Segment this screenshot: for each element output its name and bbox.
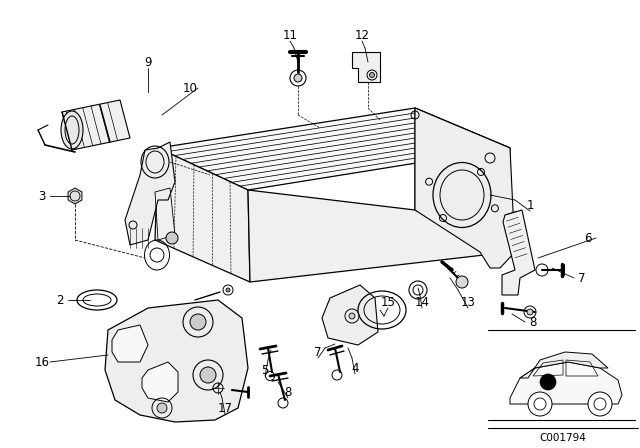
Text: 8: 8 <box>284 385 292 399</box>
Polygon shape <box>520 352 608 378</box>
Text: 17: 17 <box>218 401 232 414</box>
Polygon shape <box>105 300 248 422</box>
Text: 1: 1 <box>526 198 534 211</box>
Polygon shape <box>62 100 130 150</box>
Text: 12: 12 <box>355 29 369 42</box>
Polygon shape <box>158 108 510 190</box>
Polygon shape <box>502 210 535 295</box>
Text: 4: 4 <box>351 362 359 375</box>
Circle shape <box>456 276 468 288</box>
Text: 3: 3 <box>38 190 45 202</box>
Text: 2: 2 <box>56 293 64 306</box>
Text: 10: 10 <box>182 82 197 95</box>
Polygon shape <box>68 188 82 204</box>
Circle shape <box>527 309 533 315</box>
Text: 6: 6 <box>584 232 592 245</box>
Text: 9: 9 <box>144 56 152 69</box>
Polygon shape <box>415 108 515 268</box>
Text: 11: 11 <box>282 29 298 42</box>
Polygon shape <box>248 190 510 282</box>
Polygon shape <box>155 148 250 282</box>
Text: 5: 5 <box>261 363 269 376</box>
Circle shape <box>226 288 230 292</box>
Text: 15: 15 <box>381 296 396 309</box>
Text: C001794: C001794 <box>540 433 586 443</box>
Ellipse shape <box>61 111 83 149</box>
Polygon shape <box>112 325 148 362</box>
Circle shape <box>540 374 556 390</box>
Circle shape <box>588 392 612 416</box>
Text: 13: 13 <box>461 296 476 309</box>
Polygon shape <box>142 362 178 402</box>
Circle shape <box>157 403 167 413</box>
Circle shape <box>294 74 302 82</box>
Text: 8: 8 <box>529 315 537 328</box>
Circle shape <box>349 313 355 319</box>
Polygon shape <box>322 285 378 345</box>
Circle shape <box>190 314 206 330</box>
Polygon shape <box>125 142 175 245</box>
Circle shape <box>200 367 216 383</box>
Circle shape <box>166 232 178 244</box>
Circle shape <box>369 73 374 78</box>
Text: 14: 14 <box>415 296 429 309</box>
Text: 7: 7 <box>314 345 322 358</box>
Polygon shape <box>510 362 622 404</box>
Polygon shape <box>352 52 380 82</box>
Text: 7: 7 <box>579 271 586 284</box>
Polygon shape <box>415 108 510 252</box>
Text: 16: 16 <box>35 356 49 369</box>
Circle shape <box>528 392 552 416</box>
